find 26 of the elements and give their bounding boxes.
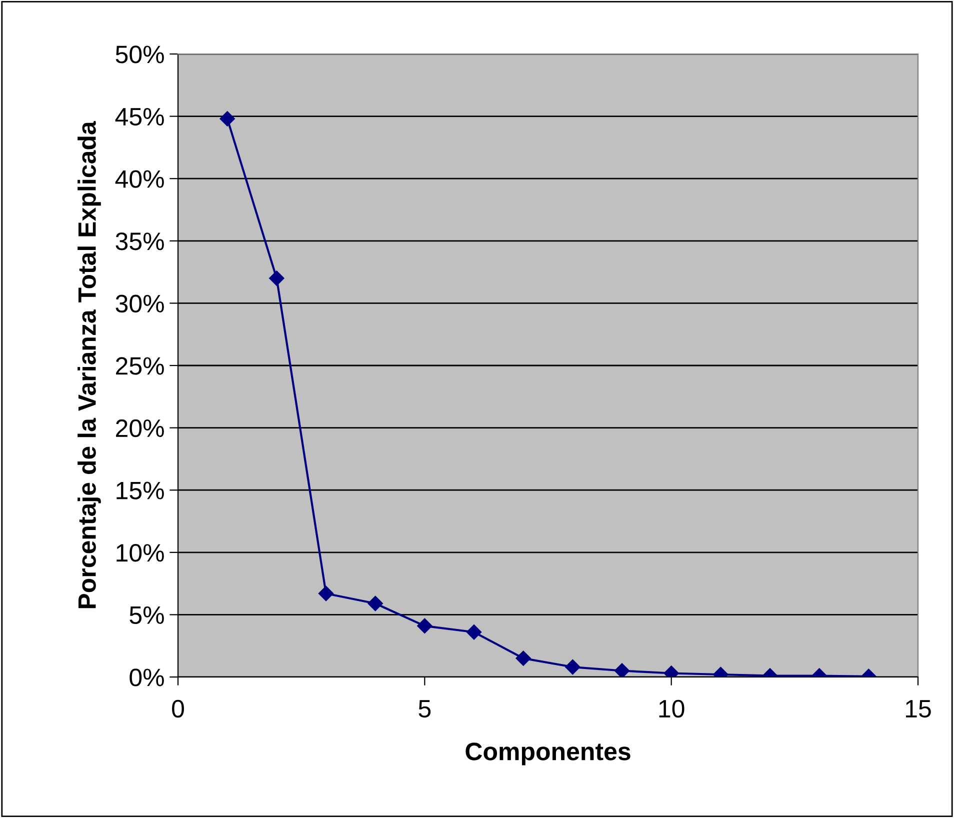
y-tick-label: 5% [130,606,164,624]
point [614,663,630,677]
y-tick-label: 20% [116,419,164,438]
y-tick-label: 15% [116,482,164,500]
point [565,659,580,675]
y-tick-label: 40% [115,170,164,188]
point [466,624,482,640]
x-tick-label: 10 [659,700,684,718]
y-tick-label: 10% [116,544,164,562]
point [220,111,235,126]
y-axis-title: Porcentaje de la Varianza Total Explicada [78,121,101,608]
y-tick-label: 0% [130,668,164,686]
point [269,270,284,286]
point [368,596,383,612]
x-tick-label: 5 [418,700,431,718]
y-tick-label: 35% [116,232,164,250]
x-axis-title: Componentes [466,742,630,766]
x-tick-label: 15 [906,700,931,718]
y-tick-label: 45% [115,108,164,126]
point [318,586,334,602]
x-tick-label: 0 [172,700,184,718]
point [516,650,531,666]
y-tick-label: 25% [116,357,164,375]
point [417,618,432,634]
y-tick-label: 50% [116,46,164,64]
y-tick-label: 30% [116,294,164,313]
